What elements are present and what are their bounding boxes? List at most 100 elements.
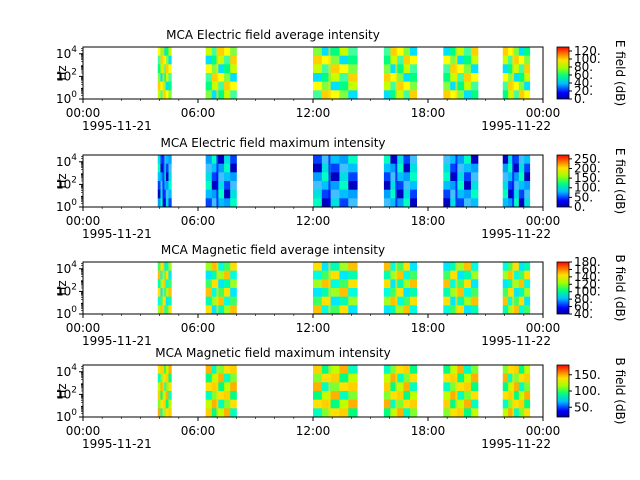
spectrogram-cell bbox=[409, 288, 417, 298]
spectrogram-cell bbox=[470, 391, 479, 401]
data-block bbox=[443, 47, 479, 100]
spectrogram-cell bbox=[230, 64, 237, 74]
spectrogram-cell bbox=[403, 270, 411, 280]
spectrogram-cell bbox=[168, 90, 172, 100]
spectrogram-cell bbox=[403, 399, 411, 409]
spectrogram-cell bbox=[464, 47, 472, 57]
spectrogram-streak bbox=[216, 155, 219, 207]
spectrogram-cell bbox=[168, 279, 172, 289]
spectrogram-cell bbox=[321, 399, 332, 409]
spectrogram-cell bbox=[339, 189, 349, 199]
spectrogram-cell bbox=[518, 172, 525, 182]
spectrogram-cell bbox=[217, 399, 225, 409]
spectrogram-cell bbox=[403, 382, 411, 392]
spectrogram-cell bbox=[524, 408, 531, 418]
x-date-label: 1995-11-21 bbox=[82, 227, 152, 241]
spectrogram-cell bbox=[205, 279, 213, 289]
spectrogram-cell bbox=[205, 189, 213, 199]
spectrogram-cell bbox=[217, 155, 225, 165]
spectrogram-cell bbox=[403, 305, 411, 315]
spectrogram-cell bbox=[230, 47, 237, 57]
spectrogram-cell bbox=[513, 262, 520, 272]
spectrogram-cell bbox=[321, 73, 332, 83]
spectrogram-cell bbox=[470, 189, 479, 199]
spectrogram-cell bbox=[157, 408, 161, 418]
panel-title: MCA Magnetic field average intensity bbox=[161, 243, 385, 257]
spectrogram-cell bbox=[211, 189, 219, 199]
spectrogram-cell bbox=[396, 189, 404, 199]
spectrogram-cell bbox=[224, 181, 231, 191]
spectrogram-cell bbox=[518, 288, 525, 298]
y-axis-label: Hz bbox=[55, 65, 69, 80]
spectrogram-cell bbox=[457, 305, 465, 315]
spectrogram-cell bbox=[313, 365, 323, 375]
spectrogram-cell bbox=[348, 305, 358, 315]
spectrogram-cell bbox=[524, 305, 531, 315]
spectrogram-cell bbox=[443, 305, 451, 315]
colorbar-tick-label: 160. bbox=[574, 262, 601, 276]
data-block bbox=[157, 155, 172, 208]
spectrogram-cell bbox=[160, 81, 164, 91]
spectrogram-cell bbox=[409, 181, 417, 191]
x-tick-label: 18:00 bbox=[411, 424, 446, 438]
spectrogram-cell bbox=[396, 279, 404, 289]
spectrogram-cell bbox=[348, 382, 358, 392]
spectrogram-cell bbox=[450, 399, 458, 409]
spectrogram-cell bbox=[217, 73, 225, 83]
spectrogram-cell bbox=[508, 73, 514, 83]
spectrogram-cell bbox=[403, 189, 411, 199]
data-block bbox=[383, 262, 417, 315]
spectrogram-cell bbox=[230, 288, 237, 298]
spectrogram-cell bbox=[339, 270, 349, 280]
spectrogram-cell bbox=[464, 81, 472, 91]
spectrogram-cell bbox=[313, 64, 323, 74]
spectrogram-cell bbox=[330, 189, 340, 199]
spectrogram-cell bbox=[409, 163, 417, 173]
spectrogram-cell bbox=[330, 90, 340, 100]
spectrogram-cell bbox=[513, 373, 520, 383]
spectrogram-cell bbox=[217, 90, 225, 100]
spectrogram-cell bbox=[211, 373, 219, 383]
spectrogram-cell bbox=[330, 262, 340, 272]
spectrogram-cell bbox=[165, 198, 169, 208]
spectrogram-streak bbox=[395, 155, 398, 207]
spectrogram-cell bbox=[524, 64, 531, 74]
spectrogram-cell bbox=[230, 365, 237, 375]
spectrogram-cell bbox=[443, 262, 451, 272]
colorbar-tick-label: 120. bbox=[574, 277, 601, 291]
spectrogram-cell bbox=[205, 262, 213, 272]
spectrogram-cell bbox=[211, 163, 219, 173]
spectrogram-cell bbox=[313, 73, 323, 83]
spectrogram-cell bbox=[165, 408, 169, 418]
spectrogram-cell bbox=[508, 64, 514, 74]
spectrogram-cell bbox=[160, 172, 164, 182]
spectrogram-cell bbox=[524, 279, 531, 289]
spectrogram-cell bbox=[403, 64, 411, 74]
spectrogram-cell bbox=[396, 81, 404, 91]
spectrogram-cell bbox=[348, 73, 358, 83]
spectrogram-cell bbox=[383, 399, 391, 409]
spectrogram-cell bbox=[502, 373, 509, 383]
spectrogram-cell bbox=[508, 373, 514, 383]
spectrogram-cell bbox=[450, 296, 458, 306]
spectrogram-cell bbox=[165, 64, 169, 74]
spectrogram-cell bbox=[396, 64, 404, 74]
spectrogram-cell bbox=[383, 163, 391, 173]
colorbar-tick-label: 150. bbox=[574, 171, 601, 185]
spectrogram-cell bbox=[508, 391, 514, 401]
spectrogram-cell bbox=[518, 47, 525, 57]
spectrogram-cell bbox=[217, 373, 225, 383]
spectrogram-cell bbox=[508, 81, 514, 91]
spectrogram-cell bbox=[396, 47, 404, 57]
spectrogram-cell bbox=[339, 305, 349, 315]
spectrogram-cell bbox=[165, 262, 169, 272]
spectrogram-cell bbox=[443, 408, 451, 418]
spectrogram-cell bbox=[518, 55, 525, 65]
spectrogram-cell bbox=[513, 198, 520, 208]
spectrogram-cell bbox=[348, 55, 358, 65]
panel-1: MCA Electric field average intensityHz10… bbox=[55, 28, 627, 133]
spectrogram-cell bbox=[518, 296, 525, 306]
spectrogram-cell bbox=[409, 155, 417, 165]
spectrogram-cell bbox=[217, 181, 225, 191]
colorbar-tick-label: 100. bbox=[574, 181, 601, 195]
